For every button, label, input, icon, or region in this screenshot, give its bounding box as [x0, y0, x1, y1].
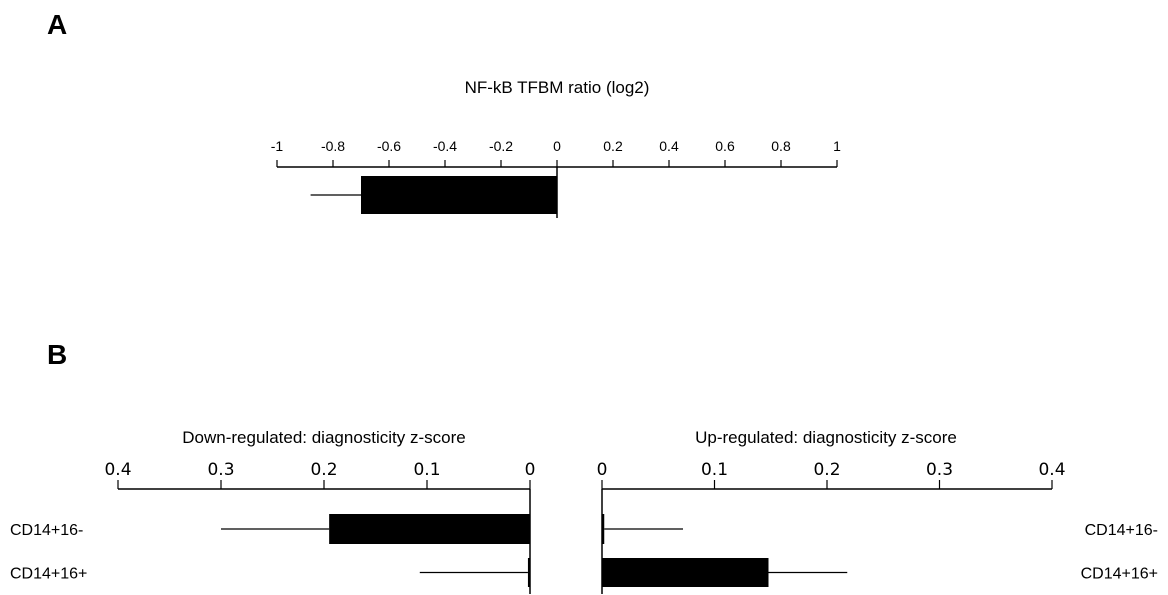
chart-b-up: Up-regulated: diagnosticity z-score 0 0.1…	[597, 428, 1158, 594]
chart-b-down-bar	[329, 514, 530, 544]
chart-b-up-tick-label: 0	[597, 460, 608, 480]
chart-b-down-bar	[527, 558, 530, 587]
chart-b-up-tick-label: 0.3	[926, 460, 953, 480]
chart-a-tick-label: -0.6	[377, 138, 401, 154]
chart-b-up-bar	[602, 558, 769, 587]
chart-b-up-bar	[602, 514, 605, 544]
chart-b-up-category-label: CD14+16-	[1085, 522, 1158, 539]
chart-a-title: NF-kB TFBM ratio (log2)	[465, 78, 650, 97]
chart-a-bar	[361, 176, 557, 214]
chart-a-tick-label: 0	[553, 138, 561, 154]
panel-label-b: B	[47, 339, 67, 370]
chart-b-down-category-label: CD14+16+	[10, 566, 87, 583]
chart-b-down-tick-label: 0.2	[310, 460, 337, 480]
chart-a-tick-label: -0.2	[489, 138, 513, 154]
chart-a-tick-label: -1	[271, 138, 284, 154]
chart-a-tick-label: -0.4	[433, 138, 457, 154]
chart-b-down-title: Down-regulated: diagnosticity z-score	[182, 428, 465, 447]
chart-b-up-category-label: CD14+16+	[1081, 566, 1158, 583]
chart-b-up-tick-label: 0.1	[701, 460, 728, 480]
chart-a-tick-label: 0.2	[603, 138, 623, 154]
chart-b-down-tick-label: 0.1	[413, 460, 440, 480]
chart-b-down: Down-regulated: diagnosticity z-score 0.…	[10, 428, 535, 594]
chart-b-up-tick-label: 0.2	[813, 460, 840, 480]
chart-a-tick-label: -0.8	[321, 138, 345, 154]
chart-b-up-tick-label: 0.4	[1038, 460, 1065, 480]
chart-a: NF-kB TFBM ratio (log2) -1 -0.8 -0.6 -0.4 -0…	[271, 78, 841, 218]
chart-a-tick-label: 0.8	[771, 138, 791, 154]
chart-b-down-tick-label: 0	[525, 460, 536, 480]
panel-label-a: A	[47, 9, 67, 40]
chart-a-tick-label: 1	[833, 138, 841, 154]
chart-a-tick-label: 0.4	[659, 138, 679, 154]
chart-b-down-tick-label: 0.3	[207, 460, 234, 480]
chart-b-down-tick-label: 0.4	[104, 460, 131, 480]
chart-b-down-category-label: CD14+16-	[10, 522, 83, 539]
chart-b-up-title: Up-regulated: diagnosticity z-score	[695, 428, 957, 447]
chart-a-tick-label: 0.6	[715, 138, 735, 154]
